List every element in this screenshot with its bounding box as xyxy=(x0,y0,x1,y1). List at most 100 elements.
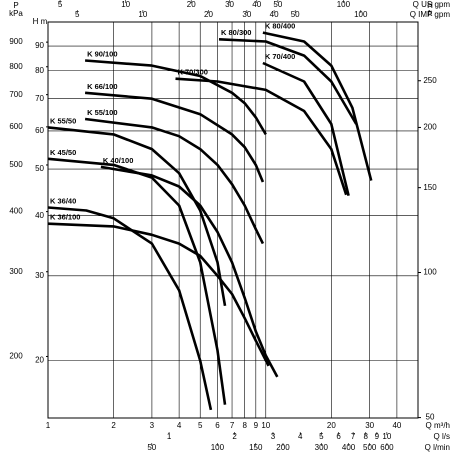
curve-label: K 70/300 xyxy=(178,68,208,77)
x-tick-label: 10 xyxy=(261,421,270,430)
axis-title: Q US gpm xyxy=(413,0,451,9)
tick-label: 700 xyxy=(9,90,23,99)
curve-label: K 36/100 xyxy=(50,213,80,222)
tick-label: 2 xyxy=(232,432,237,441)
x-tick-label: 9 xyxy=(254,421,259,430)
curve-label: K 40/100 xyxy=(103,156,133,165)
pump-curve xyxy=(47,126,227,307)
tick-label: 800 xyxy=(9,62,23,71)
tick-label: 8 xyxy=(364,432,369,441)
tick-label: 300 xyxy=(9,267,23,276)
axis-title: P xyxy=(13,1,18,10)
y-tick-label: 90 xyxy=(35,41,44,50)
tick-label: 200 xyxy=(9,352,23,361)
tick-label: 30 xyxy=(225,0,234,9)
tick-label: 7 xyxy=(351,432,356,441)
tick-label: 5 xyxy=(319,432,324,441)
y-tick-label: 30 xyxy=(35,271,44,280)
y-tick-label: 60 xyxy=(35,126,44,135)
pump-curve xyxy=(84,91,265,183)
axis-unit: ft xyxy=(428,9,433,18)
curve-label: K 80/400 xyxy=(265,22,295,31)
tick-label: 50 xyxy=(426,413,435,422)
tick-label: 3 xyxy=(271,432,276,441)
tick-label: 100 xyxy=(354,10,368,19)
tick-label: 50 xyxy=(147,443,156,452)
x-tick-label: 20 xyxy=(327,421,336,430)
tick-label: 200 xyxy=(276,443,290,452)
x-tick-label: 3 xyxy=(150,421,155,430)
tick-label: 10 xyxy=(382,432,391,441)
tick-label: 400 xyxy=(342,443,356,452)
tick-label: 4 xyxy=(298,432,303,441)
pump-curve xyxy=(85,59,267,136)
tick-label: 500 xyxy=(9,160,23,169)
x-tick-label: 2 xyxy=(111,421,116,430)
x-tick-label: 7 xyxy=(230,421,235,430)
curve-label: K 70/400 xyxy=(265,52,295,61)
tick-label: 40 xyxy=(270,10,279,19)
y-tick-label: 40 xyxy=(35,211,44,220)
axis-unit: kPa xyxy=(9,9,23,18)
y-axis-title: H m xyxy=(33,17,48,26)
tick-label: 100 xyxy=(211,443,225,452)
tick-label: 100 xyxy=(423,268,437,277)
tick-label: 400 xyxy=(9,207,23,216)
x-axis-title: Q m³/h xyxy=(426,421,450,430)
tick-label: 10 xyxy=(121,0,130,9)
axis-title: Q l/s xyxy=(434,432,450,441)
tick-label: 9 xyxy=(375,432,380,441)
tick-label: 150 xyxy=(249,443,263,452)
tick-label: 900 xyxy=(9,37,23,46)
y-tick-label: 80 xyxy=(35,66,44,75)
tick-label: 30 xyxy=(242,10,251,19)
pump-curve xyxy=(84,117,265,245)
curve-label: K 36/40 xyxy=(50,196,76,205)
curve-label: K 90/100 xyxy=(87,50,117,59)
pump-curve xyxy=(47,206,213,411)
tick-label: 40 xyxy=(252,0,261,9)
x-tick-label: 8 xyxy=(242,421,247,430)
pump-curve xyxy=(47,222,270,367)
x-tick-label: 6 xyxy=(215,421,220,430)
axis-title: Q l/min xyxy=(425,443,450,452)
tick-label: 250 xyxy=(423,76,437,85)
x-tick-label: 30 xyxy=(365,421,374,430)
pump-curve xyxy=(262,61,350,197)
tick-label: 5 xyxy=(75,10,80,19)
pump-curve xyxy=(262,31,373,181)
curve-label: K 80/300 xyxy=(221,28,251,37)
x-tick-label: 40 xyxy=(392,421,401,430)
tick-label: 10 xyxy=(138,10,147,19)
x-tick-label: 5 xyxy=(198,421,203,430)
tick-label: 5 xyxy=(58,0,63,9)
axis-title: H xyxy=(427,1,433,10)
tick-label: 100 xyxy=(337,0,351,9)
y-tick-label: 20 xyxy=(35,356,44,365)
tick-label: 200 xyxy=(423,123,437,132)
tick-label: 20 xyxy=(187,0,196,9)
x-tick-label: 1 xyxy=(46,421,51,430)
tick-label: 300 xyxy=(315,443,329,452)
tick-label: 6 xyxy=(336,432,341,441)
axis-title: Q IMP gpm xyxy=(410,10,451,19)
pump-curve xyxy=(100,165,279,378)
tick-label: 20 xyxy=(204,10,213,19)
curve-label: K 66/100 xyxy=(87,82,117,91)
tick-label: 600 xyxy=(9,122,23,131)
pump-curve xyxy=(175,77,348,196)
tick-label: 500 xyxy=(363,443,377,452)
y-tick-label: 50 xyxy=(35,164,44,173)
x-tick-label: 4 xyxy=(177,421,182,430)
tick-label: 150 xyxy=(423,183,437,192)
pump-curve xyxy=(47,157,227,405)
y-tick-label: 70 xyxy=(35,94,44,103)
pump-curve xyxy=(218,38,358,125)
tick-label: 50 xyxy=(291,10,300,19)
curve-label: K 55/50 xyxy=(50,116,76,125)
tick-label: 50 xyxy=(273,0,282,9)
tick-label: 1 xyxy=(167,432,172,441)
curve-label: K 55/100 xyxy=(87,108,117,117)
tick-label: 600 xyxy=(380,443,394,452)
